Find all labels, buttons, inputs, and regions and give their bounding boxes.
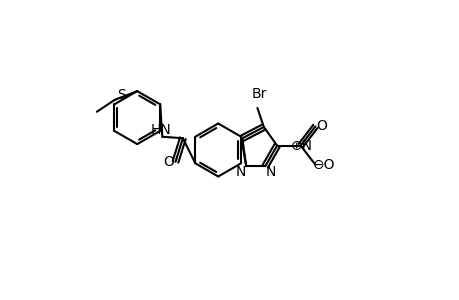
Text: HN: HN [151,123,171,137]
Text: N: N [265,165,276,179]
Text: ⊖O: ⊖O [312,158,335,172]
Text: S: S [117,88,125,102]
Text: N: N [235,165,246,179]
Text: O: O [316,119,327,134]
Text: Br: Br [251,87,266,101]
Text: O: O [163,155,174,169]
Text: ⊕N: ⊕N [290,139,312,153]
